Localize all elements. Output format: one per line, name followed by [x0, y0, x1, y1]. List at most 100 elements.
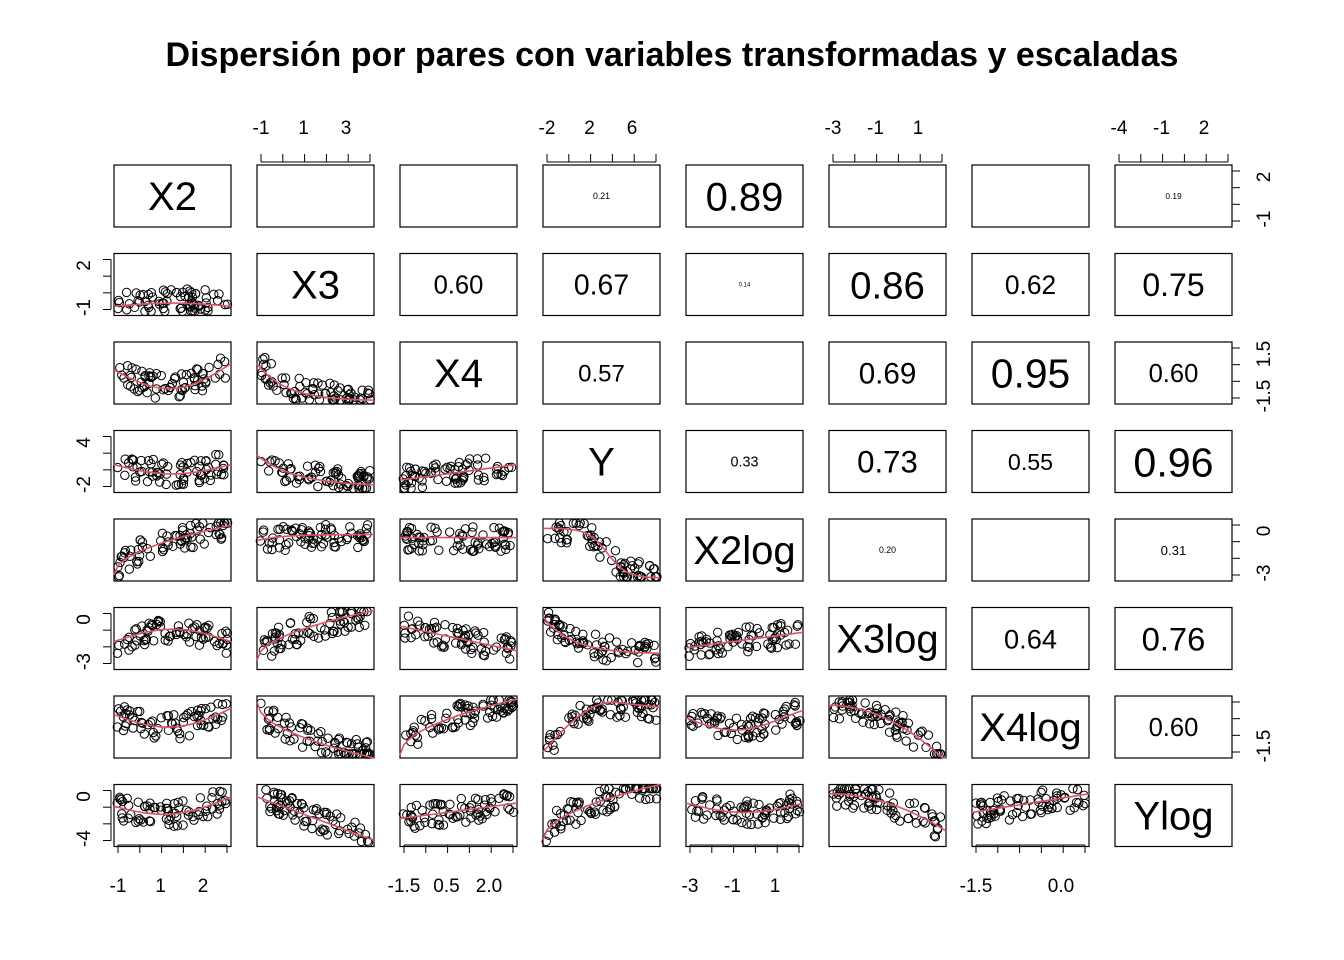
- data-point: [864, 801, 874, 811]
- data-point: [472, 454, 483, 464]
- panel-frame: [399, 518, 518, 582]
- data-point: [336, 813, 346, 823]
- data-point: [732, 815, 742, 825]
- data-point: [280, 476, 290, 487]
- data-point: [790, 639, 801, 649]
- data-point: [866, 804, 877, 814]
- data-point: [417, 805, 427, 815]
- data-point: [769, 813, 779, 823]
- data-point: [418, 536, 428, 546]
- data-point: [359, 748, 370, 758]
- data-point: [754, 799, 764, 810]
- data-point: [598, 805, 608, 815]
- data-point: [115, 362, 125, 373]
- data-point: [222, 518, 233, 528]
- data-point: [480, 795, 491, 805]
- data-point: [283, 538, 294, 548]
- data-point: [182, 533, 192, 544]
- data-point: [213, 359, 223, 370]
- data-point: [160, 635, 170, 645]
- data-point: [564, 713, 574, 723]
- data-point: [113, 303, 123, 314]
- data-point: [585, 541, 595, 551]
- data-point: [904, 798, 915, 809]
- data-point: [116, 809, 127, 819]
- tick-label: 2: [1199, 118, 1210, 139]
- data-point: [317, 380, 328, 390]
- data-point: [194, 461, 204, 471]
- data-point: [360, 620, 370, 630]
- smooth-line: [685, 709, 804, 731]
- smooth-line: [256, 609, 375, 661]
- data-point: [290, 815, 300, 825]
- data-point: [192, 720, 203, 731]
- data-point: [178, 377, 189, 388]
- data-point: [451, 812, 461, 822]
- data-point: [132, 706, 143, 717]
- data-point: [589, 807, 600, 817]
- data-point: [743, 647, 753, 657]
- data-point: [795, 716, 805, 726]
- tick-label: 2.0: [476, 876, 502, 897]
- data-point: [299, 821, 309, 831]
- data-point: [594, 786, 605, 797]
- data-point: [828, 712, 839, 723]
- data-point: [305, 725, 316, 735]
- data-point: [549, 745, 559, 755]
- smooth-line: [256, 796, 375, 842]
- data-point: [320, 631, 331, 641]
- data-point: [772, 801, 782, 811]
- data-point: [335, 826, 345, 836]
- data-point: [325, 618, 335, 629]
- data-point: [170, 372, 181, 382]
- data-point: [157, 459, 167, 469]
- data-point: [836, 788, 846, 798]
- data-point: [361, 743, 371, 753]
- data-point: [765, 803, 775, 813]
- data-point: [616, 695, 626, 705]
- data-point: [262, 544, 273, 554]
- data-point: [342, 385, 353, 395]
- data-point: [192, 525, 203, 535]
- data-point: [620, 712, 631, 722]
- data-point: [482, 713, 493, 723]
- data-point: [497, 470, 508, 481]
- data-point: [715, 713, 725, 724]
- variable-label: X4: [434, 352, 483, 396]
- panel-frame: [971, 341, 1090, 405]
- correlation-label: 0.64: [1004, 623, 1057, 654]
- data-point: [277, 640, 287, 650]
- data-point: [279, 718, 290, 728]
- data-point: [175, 391, 185, 401]
- panel-frame: [685, 606, 804, 671]
- panel-frame: [828, 695, 947, 759]
- data-point: [504, 804, 515, 815]
- data-point: [603, 695, 613, 705]
- data-point: [264, 723, 275, 734]
- data-point: [313, 463, 324, 474]
- data-point: [175, 460, 186, 470]
- data-point: [434, 820, 445, 830]
- data-point: [545, 730, 555, 740]
- data-point: [302, 461, 313, 471]
- data-point: [428, 799, 438, 809]
- data-point: [849, 800, 860, 810]
- data-point: [499, 789, 509, 799]
- data-point: [793, 620, 803, 630]
- data-point: [399, 620, 410, 631]
- data-point: [575, 700, 585, 711]
- data-point: [196, 456, 206, 466]
- data-point: [590, 809, 601, 819]
- data-point: [610, 801, 620, 812]
- data-point: [751, 641, 762, 652]
- data-point: [860, 789, 870, 799]
- panel-frame: [113, 164, 232, 228]
- data-point: [608, 795, 618, 805]
- data-point: [145, 816, 156, 827]
- data-point: [782, 813, 792, 824]
- data-point: [293, 628, 304, 638]
- data-point: [610, 545, 621, 556]
- data-point: [283, 459, 293, 469]
- data-point: [273, 803, 284, 813]
- data-point: [767, 622, 777, 633]
